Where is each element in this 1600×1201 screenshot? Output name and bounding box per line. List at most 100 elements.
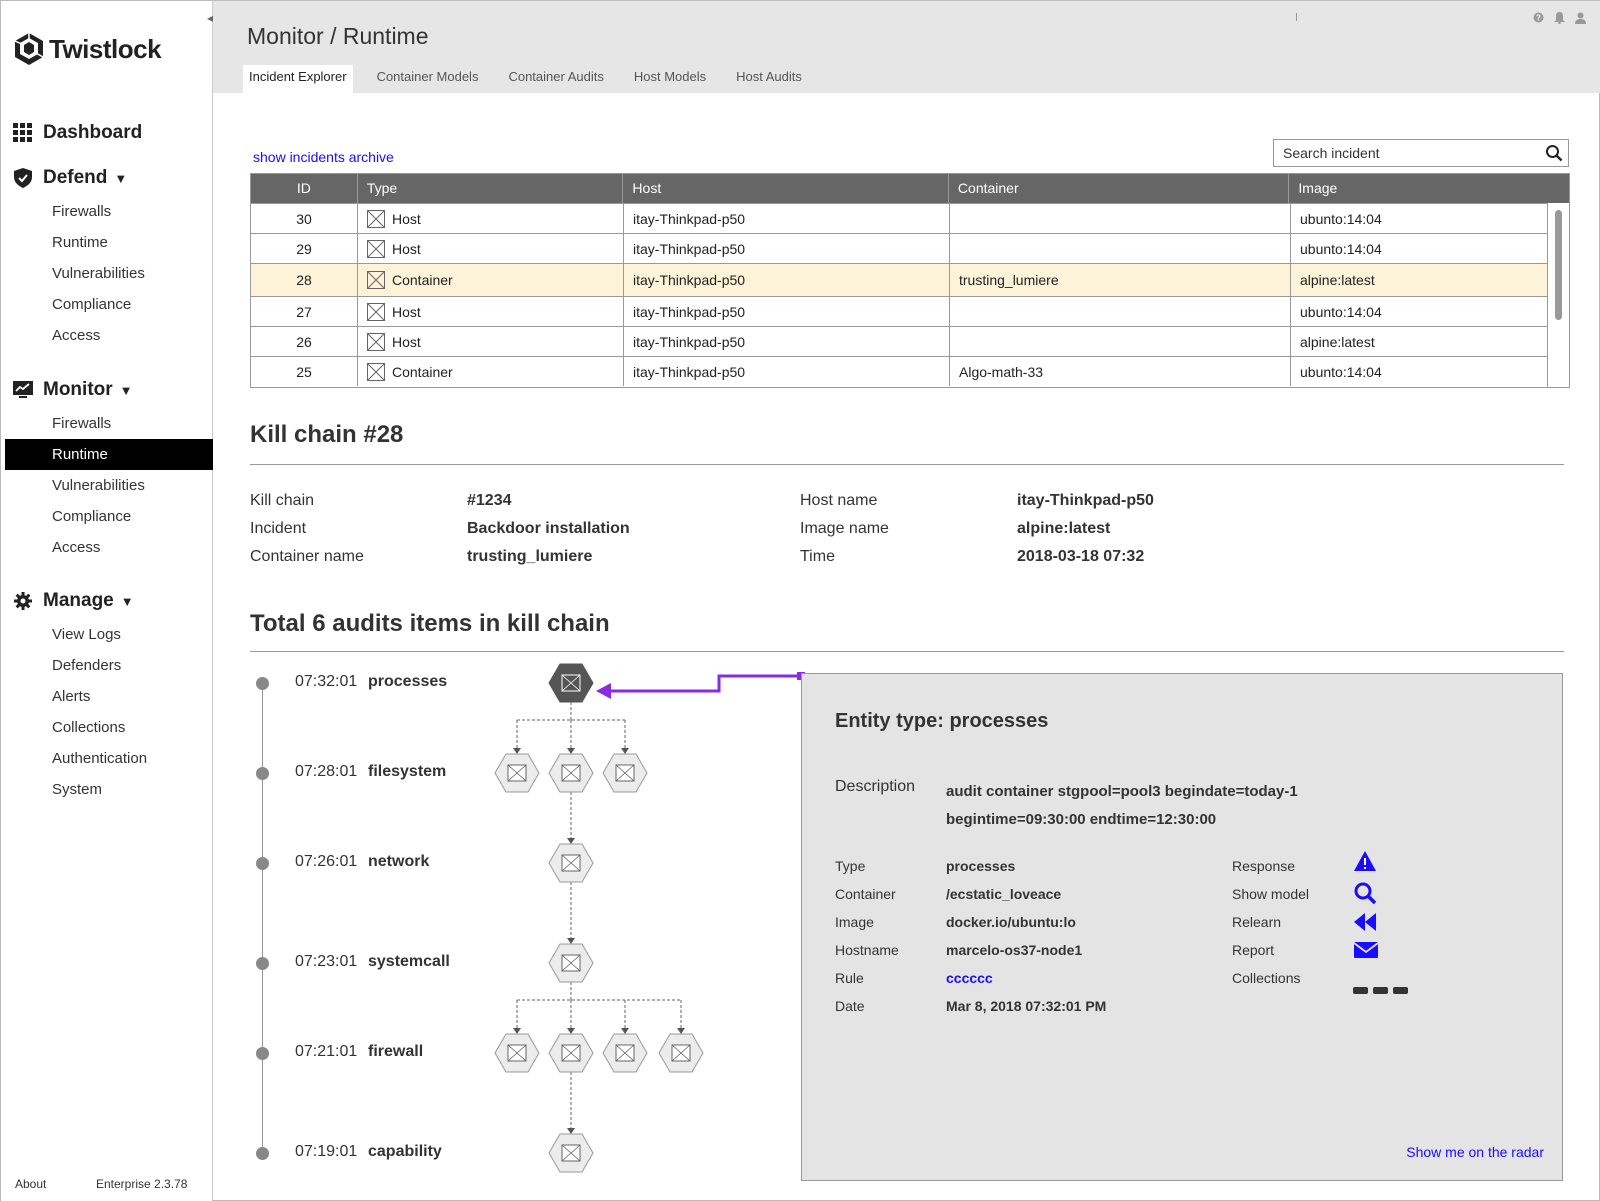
description-line-1: audit container stgpool=pool3 begindate=… — [946, 783, 1298, 800]
bell-icon[interactable] — [1553, 11, 1566, 24]
column-header-type[interactable]: Type — [358, 174, 624, 203]
collapse-sidebar-icon[interactable]: ◀ — [207, 11, 217, 25]
entity-node[interactable] — [548, 843, 594, 883]
table-row[interactable]: 28 Container itay-Thinkpad-p50 trusting_lum… — [251, 263, 1549, 296]
nav-manage-collections[interactable]: Collections — [52, 719, 126, 736]
nav-manage[interactable]: Manage ▼ — [1, 583, 213, 619]
page-title: Monitor / Runtime — [247, 23, 429, 49]
scrollbar-thumb[interactable] — [1555, 210, 1562, 320]
search-icon[interactable] — [1545, 144, 1563, 162]
user-icon[interactable] — [1574, 11, 1587, 24]
nav-dashboard[interactable]: Dashboard — [1, 115, 213, 151]
table-row[interactable]: 26 Host itay-Thinkpad-p50 alpine:latest — [251, 326, 1549, 356]
nav-defend[interactable]: Defend ▼ — [1, 160, 213, 196]
entity-node[interactable] — [602, 753, 648, 793]
field-label: Date — [835, 998, 865, 1014]
cell-type-text: Host — [392, 240, 421, 257]
rewind-icon[interactable] — [1353, 912, 1381, 936]
nav-defend-firewalls[interactable]: Firewalls — [52, 203, 112, 220]
entity-node[interactable] — [548, 943, 594, 983]
timeline-entity-name[interactable]: network — [368, 853, 430, 870]
nav-manage-alerts[interactable]: Alerts — [52, 688, 91, 705]
table-row[interactable]: 29 Host itay-Thinkpad-p50 ubunto:14:04 — [251, 233, 1549, 263]
logo: Twistlock — [13, 29, 162, 69]
tab-incident-explorer[interactable]: Incident Explorer — [243, 65, 353, 93]
twistlock-logo-icon — [14, 33, 44, 65]
table-scrollbar[interactable] — [1547, 203, 1569, 387]
table-row[interactable]: 25 Container itay-Thinkpad-p50 Algo-math-33… — [251, 356, 1549, 386]
search-icon[interactable] — [1353, 881, 1381, 905]
incident-value: Backdoor installation — [467, 520, 630, 537]
nav-manage-system[interactable]: System — [52, 781, 103, 798]
timeline-time: 07:21:01 — [295, 1043, 358, 1060]
tab-host-models[interactable]: Host Models — [633, 69, 707, 84]
timeline-time: 07:26:01 — [295, 853, 358, 870]
kill-chain-graph — [494, 663, 704, 1173]
nav-defend-runtime[interactable]: Runtime — [52, 234, 108, 251]
nav-monitor-compliance[interactable]: Compliance — [52, 508, 132, 525]
cell-host: itay-Thinkpad-p50 — [624, 264, 950, 296]
nav-monitor-access[interactable]: Access — [52, 539, 101, 556]
entity-node-selected[interactable] — [548, 663, 594, 703]
cell-type: Container — [358, 357, 624, 386]
cell-image: ubunto:14:04 — [1291, 204, 1549, 233]
sidebar-footer: About Enterprise 2.3.78 — [15, 1177, 195, 1191]
tab-container-models[interactable]: Container Models — [376, 69, 479, 84]
entity-node[interactable] — [548, 1033, 594, 1073]
type-placeholder-icon — [367, 209, 385, 228]
entity-node[interactable] — [548, 753, 594, 793]
nav-defend-vulnerabilities[interactable]: Vulnerabilities — [52, 265, 145, 282]
field-value: Mar 8, 2018 07:32:01 PM — [946, 998, 1107, 1014]
nav-manage-defenders[interactable]: Defenders — [52, 657, 122, 674]
nav-defend-access[interactable]: Access — [52, 327, 101, 344]
audits-title: Total 6 audits items in kill chain — [250, 610, 610, 637]
show-archive-link[interactable]: show incidents archive — [253, 149, 394, 165]
tab-container-audits[interactable]: Container Audits — [508, 69, 604, 84]
nav-defend-compliance[interactable]: Compliance — [52, 296, 132, 313]
cell-type-text: Host — [392, 210, 421, 227]
table-row[interactable]: 30 Host itay-Thinkpad-p50 ubunto:14:04 — [251, 203, 1549, 233]
timeline-entity-name[interactable]: firewall — [368, 1043, 424, 1060]
nav-monitor[interactable]: Monitor ▼ — [1, 372, 213, 408]
dashes-icon[interactable] — [1353, 982, 1413, 1006]
arrow-down-icon — [567, 1028, 575, 1034]
entity-node[interactable] — [494, 1033, 540, 1073]
timeline-entity-name[interactable]: processes — [368, 673, 448, 690]
table-row[interactable]: 27 Host itay-Thinkpad-p50 ubunto:14:04 — [251, 296, 1549, 326]
help-icon[interactable]: ? — [1532, 11, 1545, 24]
entity-node[interactable] — [548, 1133, 594, 1173]
nav-monitor-runtime[interactable]: Runtime — [5, 439, 213, 470]
tab-host-audits[interactable]: Host Audits — [736, 69, 802, 84]
timeline-entity-name[interactable]: capability — [368, 1143, 442, 1160]
entity-node[interactable] — [658, 1033, 704, 1073]
cell-image: ubunto:14:04 — [1291, 297, 1549, 326]
arrow-down-icon — [567, 1128, 575, 1134]
cell-host-text: itay-Thinkpad-p50 — [633, 240, 746, 257]
envelope-icon[interactable] — [1353, 940, 1381, 964]
show-on-radar-link[interactable]: Show me on the radar — [1406, 1144, 1544, 1160]
column-header-image[interactable]: Image — [1298, 180, 1338, 196]
about-link[interactable]: About — [15, 1177, 47, 1191]
timeline-entity-name[interactable]: systemcall — [368, 953, 450, 970]
cell-image: alpine:latest — [1291, 327, 1549, 356]
rule-link[interactable]: cccccc — [946, 970, 993, 986]
column-header-container[interactable]: Container — [949, 174, 1290, 203]
warning-icon[interactable] — [1353, 850, 1381, 874]
field-label: Hostname — [835, 942, 899, 958]
timeline-entity-name[interactable]: filesystem — [368, 763, 447, 780]
description-label: Description — [835, 778, 916, 795]
nav-manage-view-logs[interactable]: View Logs — [52, 626, 121, 643]
nav-monitor-vulnerabilities[interactable]: Vulnerabilities — [52, 477, 145, 494]
entity-node[interactable] — [602, 1033, 648, 1073]
search-input[interactable] — [1274, 140, 1524, 166]
kill-chain-title: Kill chain #28 — [250, 421, 404, 448]
column-header-host[interactable]: Host — [623, 174, 949, 203]
cell-type-text: Host — [392, 333, 421, 350]
nav-manage-authentication[interactable]: Authentication — [52, 750, 148, 767]
nav-monitor-firewalls[interactable]: Firewalls — [52, 415, 112, 432]
column-header-id[interactable]: ID — [251, 174, 358, 203]
cell-image-text: ubunto:14:04 — [1300, 363, 1382, 380]
chevron-down-icon: ▼ — [119, 382, 133, 398]
entity-node[interactable] — [494, 753, 540, 793]
cell-image-text: alpine:latest — [1300, 272, 1375, 288]
